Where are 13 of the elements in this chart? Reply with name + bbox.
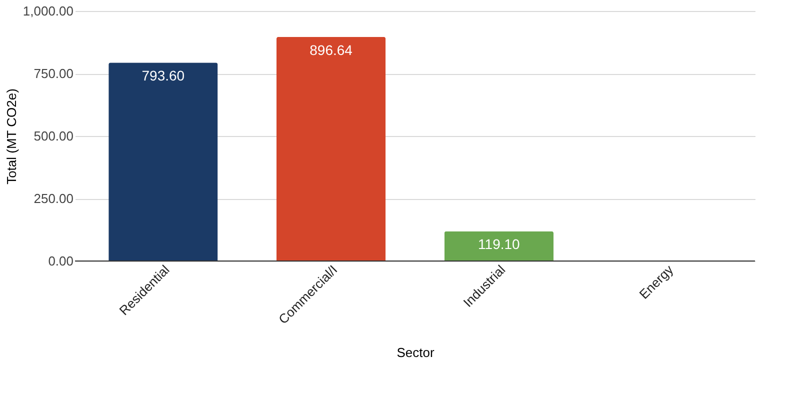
y-tick-label: 0.00 [48,254,74,268]
y-axis-title: Total (MT CO2e) [4,88,19,184]
bar [444,231,554,261]
bar [108,62,218,261]
y-tick-label: 250.00 [34,191,74,206]
y-tick-label: 500.00 [34,128,74,144]
data-label: 793.60 [142,68,185,84]
y-tick-label: 1,000.00 [22,4,74,18]
bar [276,36,386,261]
data-label: 896.64 [310,42,353,58]
y-tick-label: 750.00 [34,66,74,81]
x-axis-title: Sector [396,344,435,360]
data-label: 119.10 [478,236,520,252]
